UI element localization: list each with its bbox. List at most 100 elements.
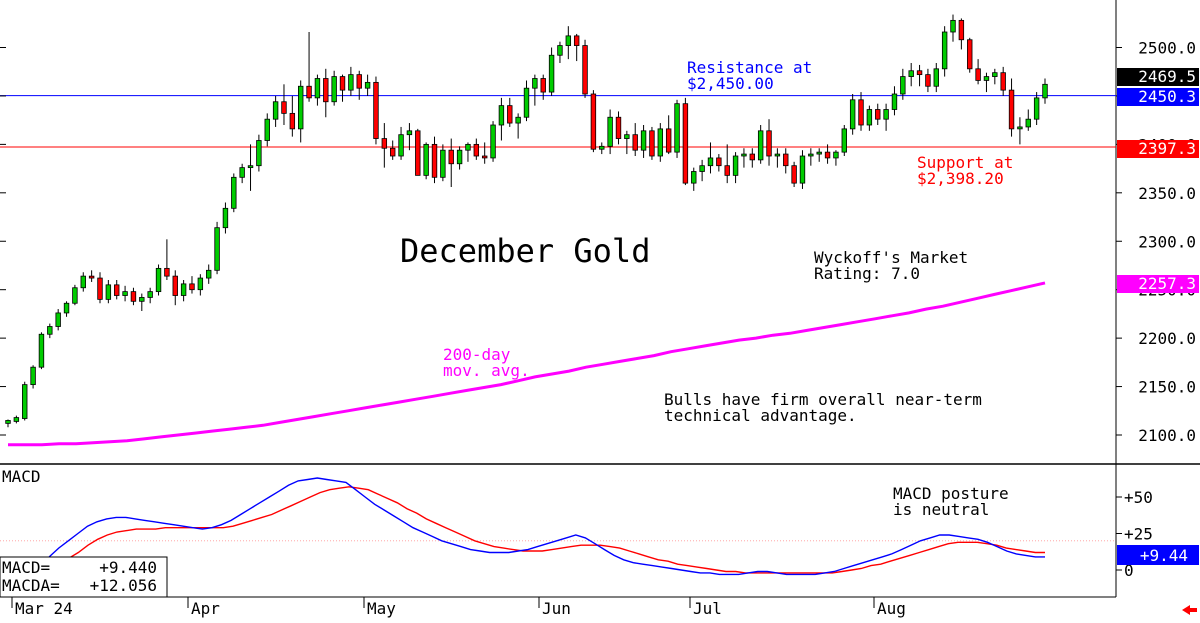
candle-6 (55, 309, 61, 331)
candle-body-53 (448, 149, 454, 165)
candle-30 (256, 134, 262, 172)
candle-49 (415, 128, 421, 176)
candle-body-71 (599, 145, 605, 150)
candle-110 (925, 68, 931, 93)
candle-body-86 (724, 165, 730, 176)
candle-body-112 (941, 31, 948, 70)
candle-50 (423, 142, 429, 180)
candle-93 (783, 148, 789, 174)
support-price-label: 2397.3 (1138, 139, 1196, 158)
candle-23 (197, 274, 204, 296)
candle-1 (13, 415, 20, 424)
ma-price-label: 2257.3 (1138, 274, 1196, 293)
candle-78 (657, 123, 664, 162)
candle-body-100 (841, 128, 847, 153)
candle-body-109 (916, 70, 923, 76)
candle-62 (523, 80, 530, 122)
candle-body-4 (38, 333, 45, 368)
candle-71 (599, 142, 605, 155)
candle-body-43 (364, 81, 371, 89)
candle-body-90 (757, 130, 764, 161)
candle-120 (1008, 78, 1015, 137)
candle-body-44 (373, 81, 379, 139)
candle-body-114 (958, 19, 965, 41)
candle-body-34 (289, 112, 296, 130)
candle-body-11 (97, 277, 103, 300)
candle-122 (1025, 109, 1031, 131)
price-tag-ma: 2257.3 (1117, 274, 1199, 293)
candle-body-124 (1042, 83, 1048, 99)
price-tag-current: 2469.5 (1117, 67, 1199, 86)
candle-84 (707, 142, 714, 174)
candle-body-45 (381, 138, 388, 149)
current-price-label: 2469.5 (1138, 67, 1196, 86)
candle-63 (532, 74, 538, 106)
candle-34 (289, 95, 296, 137)
candle-55 (465, 142, 471, 162)
candle-body-38 (323, 78, 329, 103)
candle-body-26 (222, 207, 229, 229)
candle-body-87 (732, 155, 739, 176)
candle-12 (105, 280, 112, 304)
candle-body-97 (816, 151, 822, 155)
macd-legend-value: +9.440 (99, 558, 157, 577)
candle-body-9 (80, 275, 86, 289)
candle-52 (440, 144, 446, 182)
candle-body-106 (891, 93, 898, 110)
candle-body-104 (875, 109, 881, 120)
candle-37 (314, 74, 321, 106)
candle-79 (665, 115, 672, 155)
candle-body-27 (231, 176, 237, 209)
candle-body-70 (590, 93, 597, 150)
candle-body-42 (356, 74, 362, 89)
candle-body-33 (281, 101, 287, 114)
candle-body-16 (139, 297, 145, 302)
candle-67 (565, 26, 572, 60)
candle-61 (515, 113, 521, 139)
candle-59 (498, 97, 505, 141)
month-label-4: Jul (693, 599, 722, 618)
candle-124 (1042, 78, 1048, 104)
candle-95 (799, 150, 806, 189)
price-tick-label-2150: 2150.0 (1138, 378, 1196, 397)
candle-body-20 (172, 275, 178, 296)
candle-5 (47, 323, 53, 339)
candle-body-102 (858, 99, 864, 126)
candle-15 (130, 287, 137, 306)
candle-body-121 (1017, 126, 1023, 130)
scroll-back-arrow-icon[interactable] (1182, 605, 1197, 615)
macd-panel-label: MACD (2, 467, 41, 486)
candle-36 (306, 32, 312, 102)
candle-9 (80, 272, 86, 292)
candle-22 (189, 276, 195, 294)
candle-body-12 (105, 284, 112, 300)
candle-body-31 (264, 118, 270, 141)
candle-body-108 (908, 70, 914, 77)
candle-10 (88, 270, 95, 282)
candle-body-13 (114, 284, 120, 296)
candle-121 (1017, 117, 1023, 145)
candle-8 (72, 284, 78, 306)
candle-83 (699, 159, 705, 182)
candle-body-107 (900, 76, 906, 95)
candle-54 (456, 146, 463, 170)
month-label-1: Apr (191, 599, 220, 618)
candle-53 (448, 138, 454, 187)
candle-108 (908, 63, 914, 87)
candle-2 (22, 381, 28, 421)
candle-body-85 (716, 157, 722, 167)
candle-body-64 (540, 78, 546, 93)
candle-body-116 (975, 68, 981, 81)
candle-69 (582, 39, 588, 98)
candle-body-105 (883, 109, 889, 120)
candle-115 (967, 37, 973, 73)
rating-annotation-2: Rating: 7.0 (814, 264, 920, 283)
macd-lines-group (29, 477, 1045, 576)
candle-80 (674, 99, 680, 158)
macd-tick-label-25: +25 (1124, 525, 1153, 544)
macda-legend-value: +12.056 (90, 576, 157, 595)
candle-39 (331, 70, 337, 106)
candle-65 (548, 47, 555, 96)
candle-51 (431, 136, 438, 184)
ma200-line (8, 281, 1046, 447)
